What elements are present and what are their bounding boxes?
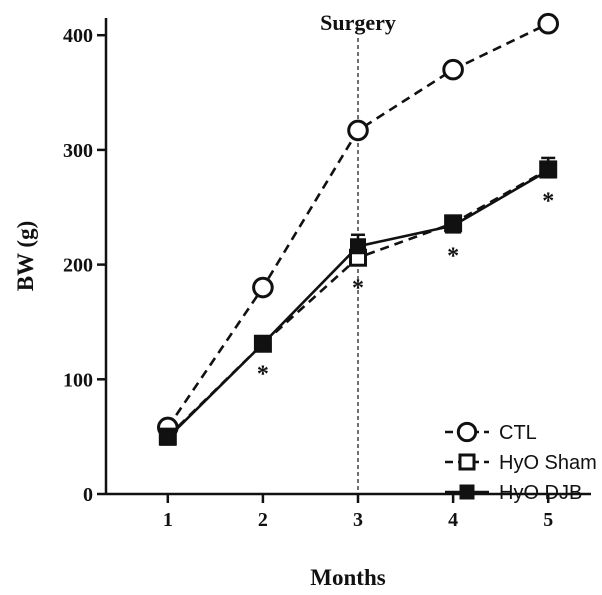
y-tick-label: 300	[63, 140, 93, 162]
data-point	[537, 12, 560, 35]
significance-star: *	[257, 362, 269, 388]
x-ticks: 1 2 3 4 5	[163, 494, 553, 531]
x-tick-label: 2	[258, 509, 268, 531]
data-point	[442, 58, 464, 81]
x-axis-title: Months	[310, 565, 385, 590]
x-tick-label: 5	[543, 509, 553, 531]
series-line	[166, 22, 549, 429]
series-ctl	[157, 12, 560, 439]
data-point	[254, 335, 271, 352]
surgery-label: Surgery	[320, 10, 396, 35]
y-tick-label: 0	[83, 484, 93, 506]
data-point	[159, 429, 176, 446]
series-hyo-sham	[158, 160, 558, 446]
significance-star: *	[542, 189, 554, 215]
y-axis-title: BW (g)	[13, 221, 38, 292]
data-point	[252, 276, 274, 299]
legend-marker	[456, 421, 478, 443]
y-tick-label: 100	[63, 369, 93, 391]
data-point	[445, 217, 462, 234]
legend-label: HyO DJB	[499, 482, 582, 504]
legend-item: HyO DJB	[445, 482, 582, 504]
legend-item: HyO Sham	[445, 452, 597, 474]
series-layer	[157, 12, 560, 446]
significance-star: *	[352, 276, 364, 302]
axes	[104, 18, 591, 496]
x-tick-label: 1	[163, 509, 173, 531]
data-point	[540, 162, 557, 179]
significance-star: *	[447, 244, 459, 270]
significance-markers: * * * *	[257, 189, 554, 388]
y-ticks: 0 100 200 300 400	[63, 25, 106, 506]
y-tick-label: 400	[63, 25, 93, 47]
legend-marker	[459, 484, 475, 500]
series-hyo-djb	[159, 156, 557, 446]
data-point	[347, 119, 369, 142]
y-tick-label: 200	[63, 255, 93, 277]
x-tick-label: 4	[448, 509, 458, 531]
legend-label: CTL	[499, 422, 537, 444]
legend: CTL HyO Sham HyO DJB	[445, 421, 597, 504]
legend-item: CTL	[445, 421, 537, 444]
x-tick-label: 3	[353, 509, 363, 531]
legend-label: HyO Sham	[499, 452, 597, 474]
data-point	[350, 238, 367, 255]
legend-marker	[458, 453, 476, 471]
